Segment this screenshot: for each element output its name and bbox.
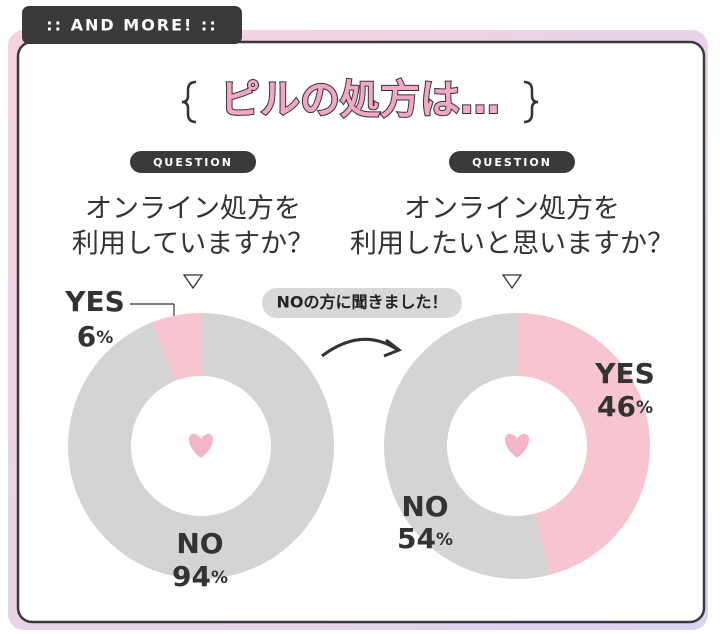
value-number: 94 [172,560,211,593]
heart [504,433,530,458]
category-label: YES [64,285,125,318]
note-bubble [262,288,462,318]
donut-segment [517,313,651,575]
badge [130,151,256,173]
value-unit: % [96,328,113,348]
brace-left [181,80,197,124]
badge-label: QUESTION [153,156,233,169]
value-unit: % [436,530,453,550]
question: オンライン処方を [404,194,620,225]
question: 利用したいと思いますか？ [350,229,674,260]
card [16,40,706,624]
value-label: 54% [397,522,453,555]
heart [188,433,214,458]
donut-segment [152,313,201,381]
value-number: 6 [77,320,96,353]
value-number: 54 [397,522,436,555]
tab-label: :: AND MORE! :: [46,16,217,35]
tab [22,6,242,44]
value-label: 94% [172,560,228,593]
arrow [321,337,399,358]
donut-segment [67,313,334,579]
question: オンライン処方を [85,194,301,225]
category-label: NO [401,490,448,523]
brace-right [523,80,539,124]
question: 利用していますか？ [72,229,314,260]
pointer [182,274,204,290]
category-label: YES [594,357,655,390]
badge [449,151,575,173]
badge-label: QUESTION [472,156,552,169]
value-label: 6% [77,320,114,353]
value-number: 46 [597,390,636,423]
title: ピルの処方は… [220,77,500,123]
arrow-head [383,338,403,358]
category-label: NO [176,527,223,560]
value-unit: % [636,398,653,418]
value-label: 46% [597,390,653,423]
donut-segment [384,313,551,579]
note: NOの方に聞きました！ [277,293,448,312]
pointer [501,274,523,290]
value-unit: % [211,568,228,588]
